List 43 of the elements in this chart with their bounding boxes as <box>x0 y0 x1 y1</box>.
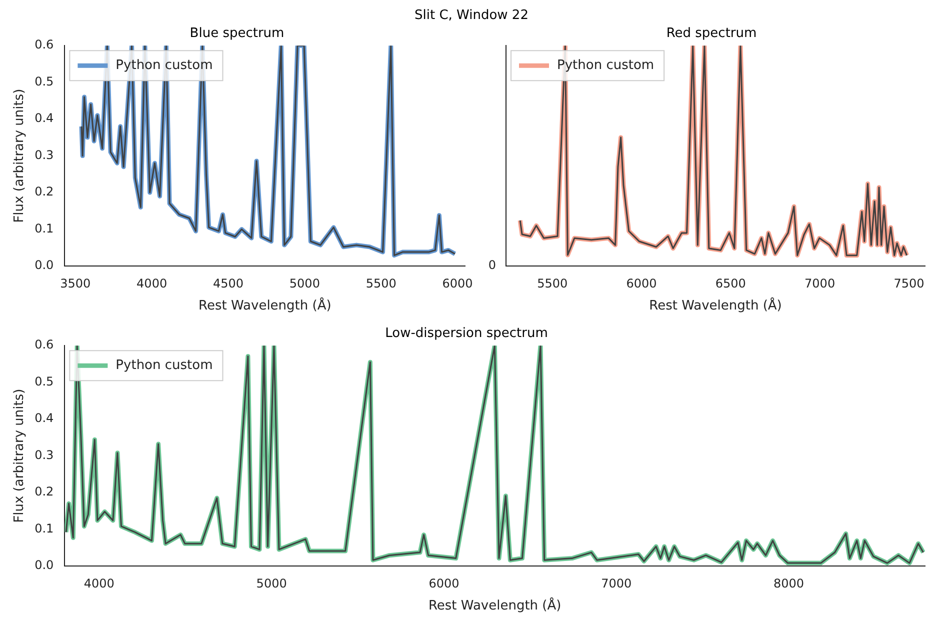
x-tick-label: 5500 <box>537 276 568 290</box>
y-tick-label: 0.2 <box>34 484 54 499</box>
x-tick-label: 6000 <box>428 576 460 590</box>
legend-label: Python custom <box>116 58 213 73</box>
x-axis-title: Rest Wavelength (Å) <box>198 296 332 314</box>
y-tick-label: 0.1 <box>34 221 54 236</box>
x-tick-label: 5000 <box>256 576 287 590</box>
x-tick-label: 6000 <box>626 276 657 290</box>
y-tick-label: 0.4 <box>34 111 54 126</box>
y-tick-label: 0.3 <box>34 148 54 162</box>
chart-title: Low-dispersion spectrum <box>385 326 548 342</box>
x-axis-title: Rest Wavelength (Å) <box>428 596 562 614</box>
y-tick-label: 0.5 <box>34 374 54 388</box>
x-tick-label: 6500 <box>715 276 746 290</box>
chart-title: Blue spectrum <box>190 26 284 42</box>
x-tick-label: 3500 <box>60 276 91 290</box>
y-axis-title: Flux (arbitrary units) <box>12 388 28 523</box>
y-tick-label: 0.0 <box>34 258 54 272</box>
y-tick-label: 0.2 <box>34 184 54 199</box>
x-tick-label: 7000 <box>601 576 632 590</box>
y-axis-title: Flux (arbitrary units) <box>12 88 28 223</box>
text: 0 <box>488 258 496 272</box>
x-tick-label: 8000 <box>774 576 804 590</box>
y-tick-label: 0.4 <box>34 411 54 426</box>
x-axis-title: Rest Wavelength (Å) <box>649 296 782 314</box>
x-tick-label: 5500 <box>366 276 396 290</box>
x-tick-label: 4000 <box>84 576 114 590</box>
legend-label: Python custom <box>557 58 654 73</box>
y-tick-label: 0.1 <box>34 521 54 536</box>
text: Slit C, Window 22 <box>414 8 530 25</box>
chart-title: Red spectrum <box>666 26 757 42</box>
y-tick-label: 0.6 <box>34 338 54 352</box>
x-tick-label: 6000 <box>442 276 473 290</box>
x-tick-label: 7000 <box>804 276 836 290</box>
x-tick-label: 4000 <box>136 276 168 290</box>
y-tick-label: 0.6 <box>34 38 54 52</box>
y-tick-label: 0.0 <box>34 558 54 572</box>
y-tick-label: 0.5 <box>34 74 54 88</box>
x-tick-label: 5000 <box>289 276 320 290</box>
x-tick-label: 7500 <box>894 276 924 290</box>
legend-label: Python custom <box>116 358 213 373</box>
y-tick-label: 0.3 <box>34 448 54 462</box>
x-tick-label: 4500 <box>212 276 244 290</box>
